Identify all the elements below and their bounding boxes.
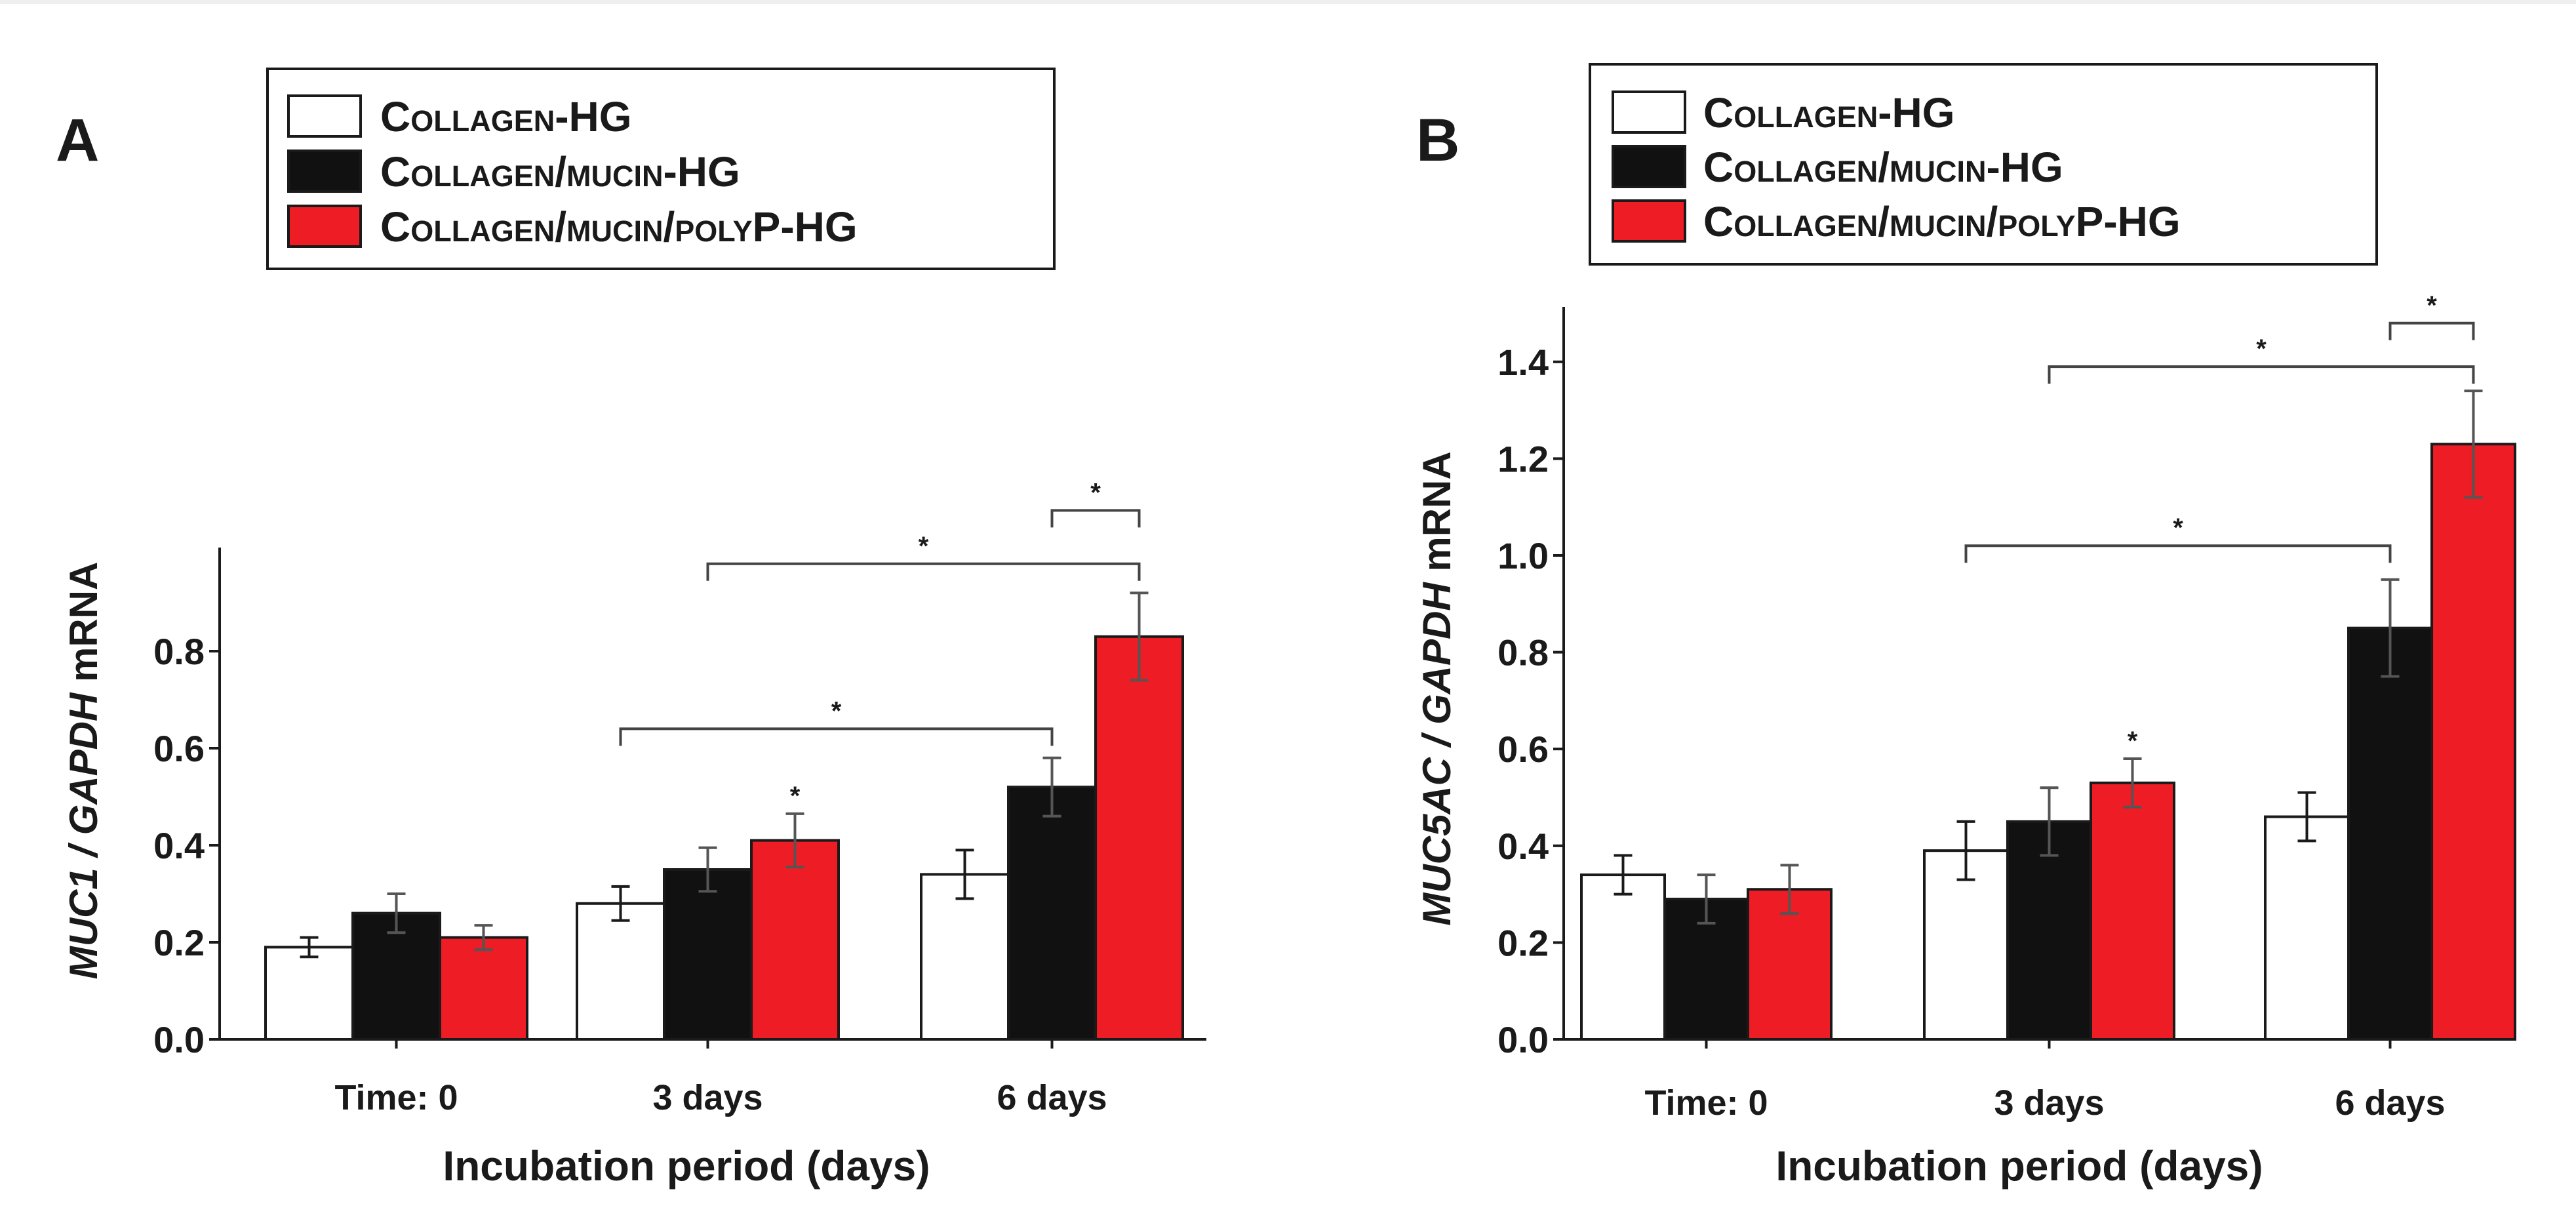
significance-bracket-a-0 <box>619 727 1054 746</box>
x-tick-label-b-0: Time: 0 <box>1644 1083 1768 1123</box>
y-tick-label-a-0: 0.0 <box>153 1019 205 1060</box>
bar-b-s1-c1 <box>2006 820 2092 1041</box>
x-tick-label-a-0: Time: 0 <box>334 1078 458 1117</box>
legend-a-label-collagen-mucin: Collagen/mucin-HG <box>380 148 740 195</box>
significance-bracket-star-b-2: * <box>2427 291 2437 320</box>
y-tick-label-a-4: 0.8 <box>153 631 205 672</box>
bar-a-s0-c0 <box>264 946 354 1041</box>
x-axis-title-a: Incubation period (days) <box>443 1142 930 1190</box>
legend-a: Collagen-HG Collagen/mucin-HG Collagen/m… <box>266 68 1056 270</box>
y-tick-label-b-5: 1.0 <box>1497 535 1549 576</box>
top-border <box>0 0 2576 4</box>
legend-a-label-collagen-mucin-polyp: Collagen/mucin/polyP-HG <box>380 203 858 250</box>
legend-a-swatch-collagen-mucin <box>287 150 362 193</box>
panel-letter-b: B <box>1416 107 1459 174</box>
y-tick-label-a-2: 0.4 <box>153 825 205 866</box>
bar-a-s1-c1 <box>663 868 753 1041</box>
significance-star-b-0: * <box>2128 727 2138 755</box>
x-tick-label-a-2: 6 days <box>997 1078 1107 1117</box>
y-axis-title-b-italic: MUC5AC / GAPDH <box>1415 582 1459 926</box>
x-tick-label-b-2: 6 days <box>2335 1083 2445 1123</box>
legend-b-label-collagen: Collagen-HG <box>1703 89 1955 136</box>
y-tick-label-b-3: 0.6 <box>1497 729 1549 770</box>
bar-a-s2-c2 <box>1094 635 1184 1041</box>
bar-a-s0-c1 <box>576 902 665 1041</box>
panel-letter-a: A <box>56 107 99 174</box>
legend-a-swatch-collagen <box>287 94 362 138</box>
y-tick-label-b-7: 1.4 <box>1497 342 1549 383</box>
plot-area-a: 0.0 0.2 0.4 0.6 0.8 Time: 0 3 days 6 days * * * * <box>153 478 1206 1117</box>
bar-a-s2-c0 <box>439 936 528 1041</box>
significance-bracket-b-0 <box>1964 544 2392 563</box>
y-axis-title-a: MUC1 / GAPDH mRNA <box>62 562 106 980</box>
x-tick-label-a-1: 3 days <box>652 1078 763 1117</box>
legend-b: Collagen-HG Collagen/mucin-HG Collagen/m… <box>1589 63 2378 266</box>
legend-b-swatch-collagen-mucin <box>1612 145 1686 188</box>
bar-a-s1-c2 <box>1007 786 1097 1041</box>
significance-bracket-a-1 <box>706 562 1141 581</box>
panel-b: B Collagen-HG Collagen/mucin-HG Collagen… <box>1415 63 2516 1190</box>
legend-a-label-collagen: Collagen-HG <box>380 93 632 140</box>
legend-b-frame <box>1589 63 2378 266</box>
significance-star-a-0: * <box>790 782 801 811</box>
y-tick-label-b-2: 0.4 <box>1497 826 1549 867</box>
significance-bracket-star-b-1: * <box>2256 334 2267 363</box>
legend-a-frame <box>266 68 1056 270</box>
bar-b-s0-c0 <box>1580 873 1666 1041</box>
y-axis-title-a-italic: MUC1 / GAPDH <box>62 692 106 979</box>
legend-b-swatch-collagen-mucin-polyp <box>1612 199 1686 243</box>
y-tick-label-b-0: 0.0 <box>1497 1019 1549 1060</box>
bar-b-s2-c1 <box>2090 781 2175 1041</box>
bar-a-s2-c1 <box>750 839 840 1041</box>
significance-bracket-star-a-1: * <box>919 532 929 561</box>
y-axis-title-b: MUC5AC / GAPDH mRNA <box>1415 451 1459 925</box>
x-tick-label-b-1: 3 days <box>1994 1083 2104 1123</box>
bar-a-s0-c2 <box>920 873 1010 1041</box>
bar-b-s2-c2 <box>2430 443 2516 1041</box>
legend-b-label-collagen-mucin-polyp: Collagen/mucin/polyP-HG <box>1703 198 2181 245</box>
y-tick-label-a-3: 0.6 <box>153 728 205 769</box>
significance-bracket-b-1 <box>2048 365 2475 384</box>
y-tick-label-a-1: 0.2 <box>153 922 205 963</box>
significance-bracket-star-a-2: * <box>1090 478 1101 507</box>
legend-a-swatch-collagen-mucin-polyp <box>287 205 362 248</box>
panel-a: A Collagen-HG Collagen/mucin-HG Collagen… <box>56 68 1206 1190</box>
y-tick-label-b-6: 1.2 <box>1497 438 1549 479</box>
y-tick-label-b-4: 0.8 <box>1497 632 1549 673</box>
plot-area-b: 0.0 0.2 0.4 0.6 0.8 1.0 1.2 1.4 Time: 0 3 days 6 d… <box>1497 291 2516 1123</box>
y-tick-label-b-1: 0.2 <box>1497 922 1549 963</box>
x-axis-title-b: Incubation period (days) <box>1775 1142 2263 1190</box>
significance-bracket-star-b-0: * <box>2173 513 2183 542</box>
bar-b-s1-c2 <box>2347 626 2433 1041</box>
bar-b-s0-c2 <box>2264 815 2350 1041</box>
legend-b-label-collagen-mucin: Collagen/mucin-HG <box>1703 144 2063 191</box>
significance-bracket-a-2 <box>1050 509 1141 528</box>
significance-bracket-star-a-0: * <box>831 696 842 725</box>
significance-bracket-b-2 <box>2388 321 2475 340</box>
y-axis-title-b-plain: mRNA <box>1415 451 1459 582</box>
legend-b-swatch-collagen <box>1612 90 1686 134</box>
y-axis-title-a-plain: mRNA <box>62 562 106 693</box>
